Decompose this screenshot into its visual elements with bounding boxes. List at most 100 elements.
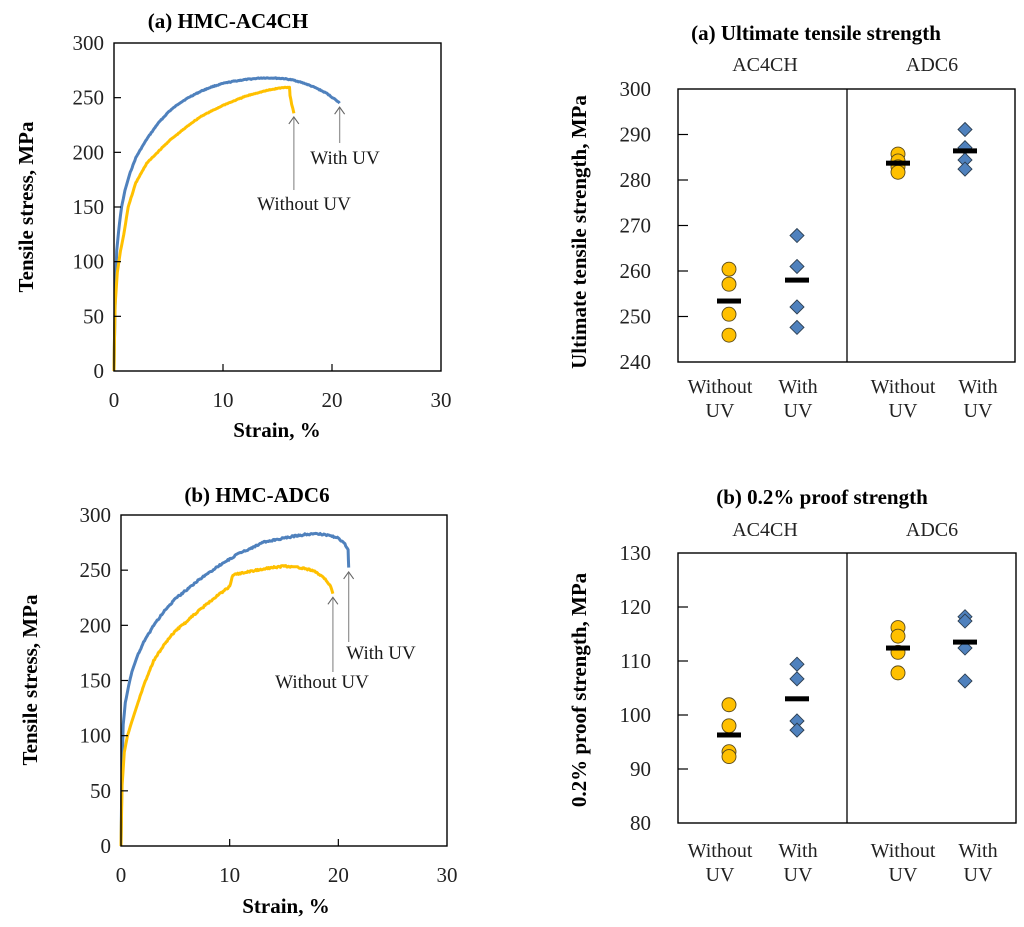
data-point-diamond — [957, 613, 973, 629]
data-point-circle — [890, 665, 906, 681]
y-tick-label: 250 — [73, 86, 105, 110]
y-tick-label: 280 — [620, 168, 652, 192]
y-tick-label: 150 — [73, 195, 105, 219]
mean-bar — [717, 732, 741, 738]
category-label: UV — [964, 400, 993, 422]
data-point-diamond — [789, 258, 805, 275]
y-tick-label: 290 — [620, 123, 652, 147]
y-tick-label: 120 — [620, 595, 652, 619]
data-point-circle — [890, 628, 906, 644]
mean-bar — [953, 148, 977, 154]
data-point-diamond — [957, 121, 973, 138]
category-label: UV — [706, 400, 735, 422]
mean-bar — [785, 696, 809, 702]
y-axis-label: 0.2% proof strength, MPa — [567, 572, 591, 807]
category-label: UV — [889, 400, 918, 422]
y-axis-label: Tensile stress, MPa — [18, 594, 42, 765]
category-label: UV — [784, 400, 813, 422]
category-label: UV — [889, 864, 918, 886]
annotation-label: With UV — [346, 643, 416, 664]
annotation-label: With UV — [310, 148, 380, 169]
category-label: With — [778, 376, 817, 398]
panel-proof: (b) 0.2% proof strength AC4CH ADC6 0.2% … — [567, 485, 1017, 886]
chart-title: (b) HMC-ADC6 — [184, 483, 329, 507]
category-label: Without — [688, 376, 753, 398]
y-tick-label: 0 — [101, 834, 112, 858]
data-point-circle — [721, 327, 737, 343]
x-axis-label: Strain, % — [233, 418, 321, 442]
data-point-diamond — [789, 656, 805, 672]
group-label-ac4ch: AC4CH — [732, 54, 798, 76]
y-tick-label: 50 — [83, 304, 104, 328]
x-tick-label: 0 — [109, 388, 120, 412]
y-tick-label: 300 — [620, 77, 652, 101]
data-point-circle — [721, 261, 737, 277]
arrowhead-icon — [334, 106, 346, 115]
series-line-without-uv — [112, 85, 296, 372]
arrowhead-icon — [327, 596, 339, 605]
chart-title: (a) Ultimate tensile strength — [691, 21, 941, 45]
series-line-with-uv — [119, 531, 351, 847]
y-tick-label: 150 — [80, 669, 112, 693]
category-label: UV — [964, 864, 993, 886]
x-tick-label: 20 — [322, 388, 343, 412]
y-tick-label: 100 — [620, 703, 652, 727]
category-label: UV — [784, 864, 813, 886]
category-label: With — [958, 840, 997, 862]
panel-uts: (a) Ultimate tensile strength AC4CH ADC6… — [567, 21, 1016, 422]
group-label-ac4ch: AC4CH — [732, 519, 798, 541]
data-point-circle — [721, 749, 737, 765]
y-tick-label: 200 — [80, 613, 112, 637]
arrowhead-icon — [288, 116, 300, 125]
data-point-circle — [890, 164, 906, 180]
x-tick-label: 20 — [328, 863, 349, 887]
y-tick-label: 0 — [94, 359, 105, 383]
category-label: Without — [871, 376, 936, 398]
y-tick-label: 50 — [90, 779, 111, 803]
group-label-adc6: ADC6 — [906, 519, 958, 541]
y-tick-label: 100 — [73, 250, 105, 274]
data-point-diamond — [789, 671, 805, 687]
y-tick-label: 240 — [620, 350, 652, 374]
category-label: Without — [871, 840, 936, 862]
mean-bar — [953, 639, 977, 645]
x-tick-label: 0 — [116, 863, 127, 887]
y-tick-label: 130 — [620, 541, 652, 565]
panel-curve-ac4ch: (a) HMC-AC4CH Strain, % Tensile stress, … — [14, 9, 452, 442]
data-point-diamond — [957, 161, 973, 177]
category-label: With — [778, 840, 817, 862]
y-tick-label: 270 — [620, 214, 652, 238]
mean-bar — [886, 645, 910, 651]
annotation-label: Without UV — [275, 672, 369, 693]
y-tick-label: 300 — [73, 31, 105, 55]
y-axis-label: Tensile stress, MPa — [14, 121, 38, 292]
y-tick-label: 80 — [630, 811, 651, 835]
y-tick-label: 250 — [620, 305, 652, 329]
series-line-without-uv — [119, 564, 335, 847]
x-tick-label: 30 — [431, 388, 452, 412]
mean-bar — [886, 160, 910, 166]
x-axis-label: Strain, % — [242, 894, 330, 918]
category-label: Without — [688, 840, 753, 862]
y-tick-label: 100 — [80, 724, 112, 748]
panel-curve-adc6: (b) HMC-ADC6 Strain, % Tensile stress, M… — [18, 483, 458, 918]
x-tick-label: 30 — [437, 863, 458, 887]
data-point-diamond — [789, 299, 805, 315]
chart-title: (b) 0.2% proof strength — [716, 485, 928, 509]
y-tick-label: 90 — [630, 757, 651, 781]
data-point-circle — [721, 306, 737, 322]
y-tick-label: 300 — [80, 503, 112, 527]
data-point-diamond — [957, 673, 973, 689]
y-tick-label: 200 — [73, 140, 105, 164]
mean-bar — [785, 277, 809, 283]
category-label: With — [958, 376, 997, 398]
data-point-circle — [721, 697, 737, 713]
arrowhead-icon — [343, 571, 355, 580]
y-tick-label: 110 — [620, 649, 651, 673]
y-tick-label: 250 — [80, 558, 112, 582]
data-point-diamond — [789, 227, 805, 244]
annotation-label: Without UV — [257, 194, 351, 215]
y-axis-label: Ultimate tensile strength, MPa — [567, 95, 591, 369]
x-tick-label: 10 — [219, 863, 240, 887]
